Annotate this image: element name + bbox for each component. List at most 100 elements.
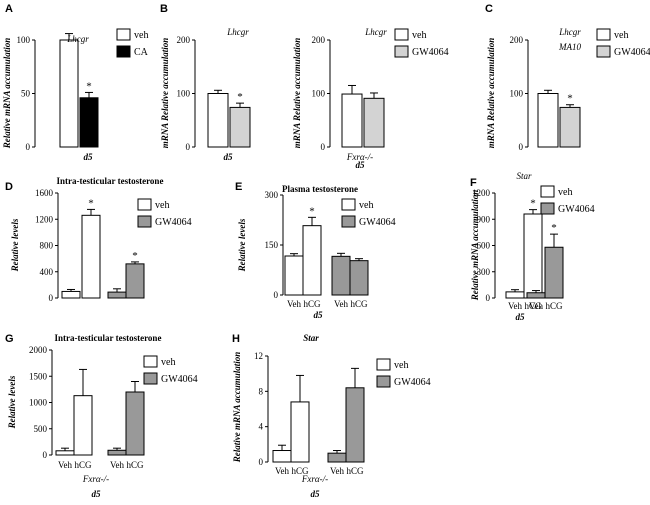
bar-f-4 <box>544 246 564 299</box>
significance-star-f-4: * <box>551 222 557 234</box>
legend-label-c-2: GW4064 <box>614 47 650 58</box>
day-label-b1: d5 <box>224 152 234 162</box>
panel-label-h: H <box>232 333 240 345</box>
legend-label-e-2: GW4064 <box>359 217 396 228</box>
legend-label-g-1: veh <box>161 357 175 368</box>
chart-e <box>280 194 369 296</box>
x-tick-label-g-4: hCG <box>126 460 144 470</box>
chart-g <box>49 349 158 456</box>
y-tick-label-c: 0 <box>519 142 524 152</box>
legend-swatch-g-2 <box>143 372 158 385</box>
x-tick-label-h-1: Veh <box>275 466 289 476</box>
panel-label-g: G <box>5 333 14 345</box>
x-tick-label-f-2: hCG <box>524 301 542 311</box>
x-tick-label-e-4: hCG <box>350 299 368 309</box>
legend-swatch-b2-2 <box>394 45 409 58</box>
y-tick-label-d: 1600 <box>35 188 54 198</box>
legend-swatch-e-1 <box>341 198 356 211</box>
genotype-label-b2: Fxrα-/- <box>346 152 373 162</box>
bar-c-1 <box>537 93 559 148</box>
y-tick-label-d: 1200 <box>35 214 54 224</box>
y-axis-label-b1: mRNA Relative accumulation <box>160 38 170 149</box>
chart-b1 <box>192 39 251 148</box>
chart-title-c: Lhcgr <box>558 27 581 37</box>
y-tick-label-f: 600 <box>477 241 491 251</box>
y-axis-label-h: Relative mRNA accumulation <box>232 352 242 464</box>
day-label-g: d5 <box>92 489 102 499</box>
y-tick-label-g: 1000 <box>29 398 48 408</box>
y-tick-label-b2: 200 <box>312 35 326 45</box>
bar-d-1 <box>61 290 81 299</box>
legend-label-e-1: veh <box>359 200 373 211</box>
y-axis-label-b2: mRNA Relative accumulation <box>292 38 302 149</box>
chart-title-a: Lhcgr <box>66 34 89 44</box>
day-label-f: d5 <box>516 312 526 322</box>
legend-label-a-1: veh <box>134 30 148 41</box>
panel-label-f: F <box>470 177 477 189</box>
y-tick-label-f: 1200 <box>472 188 491 198</box>
y-tick-label-e: 150 <box>265 240 279 250</box>
y-axis-label-c: mRNA Relative accumulation <box>486 38 496 149</box>
bar-f-3 <box>526 292 546 299</box>
y-axis-label-d: Relative levels <box>10 218 20 272</box>
legend-swatch-c-2 <box>596 45 611 58</box>
chart-title-g: Intra-testicular testosterone <box>55 333 162 343</box>
significance-star-a-2: * <box>86 80 92 92</box>
bar-e-3 <box>331 255 351 296</box>
y-axis-label-e: Relative levels <box>237 218 247 272</box>
bar-a-1 <box>59 39 79 148</box>
x-tick-label-f-4: hCG <box>545 301 563 311</box>
day-label-b2: d5 <box>356 160 366 170</box>
legend-swatch-f-1 <box>540 185 555 198</box>
y-tick-label-c: 200 <box>510 35 524 45</box>
bar-b2-2 <box>363 97 385 148</box>
chart-title-b1: Lhcgr <box>226 27 249 37</box>
y-tick-label-d: 400 <box>40 267 54 277</box>
chart-b2 <box>327 28 409 148</box>
chart-subtitle-c: MA10 <box>558 42 581 52</box>
y-tick-label-b1: 200 <box>177 35 191 45</box>
y-tick-label-e: 300 <box>265 190 279 200</box>
y-tick-label-a: 50 <box>21 89 31 99</box>
chart-title-e: Plasma testosterone <box>282 184 358 194</box>
bar-e-1 <box>284 255 304 296</box>
bar-d-4 <box>125 263 145 299</box>
x-tick-label-g-3: Veh <box>110 460 124 470</box>
significance-star-b1-2: * <box>237 91 243 103</box>
bar-h-4 <box>345 387 365 463</box>
bar-f-1 <box>505 291 525 299</box>
legend-swatch-e-2 <box>341 215 356 228</box>
legend-label-f-1: veh <box>558 187 572 198</box>
bar-b1-2 <box>229 106 251 148</box>
y-tick-label-b2: 100 <box>312 89 326 99</box>
chart-title-h: Star <box>303 333 319 343</box>
legend-label-c-1: veh <box>614 30 628 41</box>
y-tick-label-d: 0 <box>49 293 54 303</box>
significance-star-d-4: * <box>132 250 138 262</box>
legend-label-a-2: CA <box>134 47 149 58</box>
day-label-e: d5 <box>314 310 324 320</box>
x-tick-label-f-3: Veh <box>529 301 543 311</box>
chart-c <box>525 28 611 148</box>
legend-label-d-1: veh <box>155 200 169 211</box>
significance-star-c-2: * <box>567 93 573 105</box>
significance-star-e-2: * <box>309 205 315 217</box>
day-label-a: d5 <box>84 152 94 162</box>
y-tick-label-f: 0 <box>486 293 491 303</box>
bar-e-4 <box>349 260 369 296</box>
chart-d <box>55 192 152 299</box>
bar-c-2 <box>559 106 581 148</box>
legend-swatch-d-1 <box>137 198 152 211</box>
panel-label-c: C <box>485 3 493 15</box>
legend-swatch-a-2 <box>116 45 131 58</box>
bar-b1-1 <box>207 93 229 148</box>
y-tick-label-h: 0 <box>259 457 264 467</box>
panel-label-d: D <box>5 181 13 193</box>
legend-swatch-d-2 <box>137 215 152 228</box>
y-tick-label-h: 8 <box>259 386 264 396</box>
y-tick-label-e: 0 <box>274 290 279 300</box>
chart-title-d: Intra-testicular testosterone <box>57 176 164 186</box>
x-tick-label-f-1: Veh <box>508 301 522 311</box>
x-tick-label-g-1: Veh <box>58 460 72 470</box>
